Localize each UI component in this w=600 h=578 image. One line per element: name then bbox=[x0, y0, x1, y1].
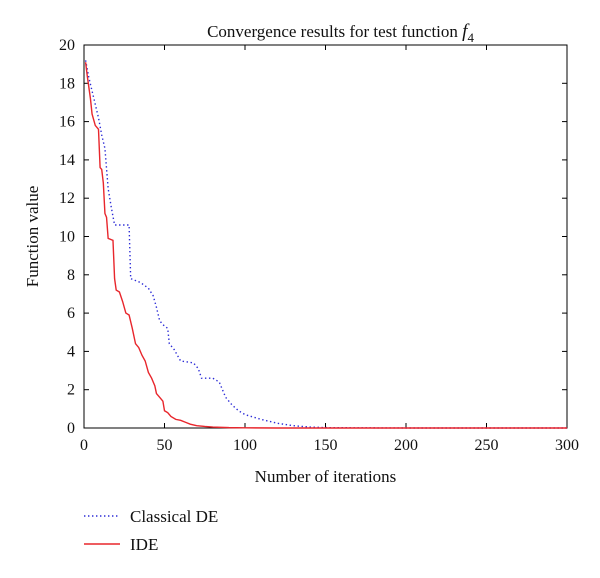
y-tick-label: 6 bbox=[67, 305, 75, 322]
y-tick-label: 14 bbox=[59, 152, 75, 169]
chart-title-subscript: 4 bbox=[467, 30, 474, 45]
y-tick-label: 2 bbox=[67, 382, 75, 399]
chart-title-text: Convergence results for test function bbox=[207, 22, 462, 41]
y-tick-label: 10 bbox=[59, 229, 75, 246]
legend: Classical DE IDE bbox=[84, 507, 218, 554]
y-axis-label: Function value bbox=[23, 186, 42, 288]
x-tick-label: 0 bbox=[80, 437, 88, 454]
x-tick-label: 50 bbox=[157, 437, 173, 454]
x-tick-label: 100 bbox=[233, 437, 257, 454]
y-tick-label: 0 bbox=[67, 420, 75, 437]
y-tick-label: 16 bbox=[59, 114, 75, 131]
axes bbox=[83, 44, 568, 429]
series-line-classical-de bbox=[84, 60, 567, 429]
x-tick-label: 200 bbox=[394, 437, 418, 454]
y-tick-label: 20 bbox=[59, 37, 75, 54]
legend-label-classical-de: Classical DE bbox=[130, 507, 218, 526]
series-group bbox=[84, 60, 567, 429]
x-tick-label: 150 bbox=[314, 437, 338, 454]
y-tick-label: 12 bbox=[59, 190, 75, 207]
chart-text: 0 50 100 150 200 250 300 0 2 4 6 8 10 12 14 16 18 20 Conve… bbox=[23, 21, 579, 486]
chart-title: Convergence results for test function f4 bbox=[207, 21, 474, 45]
plot-area bbox=[83, 44, 568, 429]
y-tick-label: 18 bbox=[59, 75, 75, 92]
series-line-ide bbox=[84, 62, 567, 429]
x-tick-label: 250 bbox=[475, 437, 499, 454]
chart-title-symbol: f bbox=[462, 21, 470, 42]
legend-label-ide: IDE bbox=[130, 535, 158, 554]
x-axis-label: Number of iterations bbox=[255, 467, 397, 486]
x-tick-label: 300 bbox=[555, 437, 579, 454]
y-tick-label: 8 bbox=[67, 267, 75, 284]
plot-frame bbox=[83, 44, 568, 429]
y-tick-label: 4 bbox=[67, 343, 75, 360]
